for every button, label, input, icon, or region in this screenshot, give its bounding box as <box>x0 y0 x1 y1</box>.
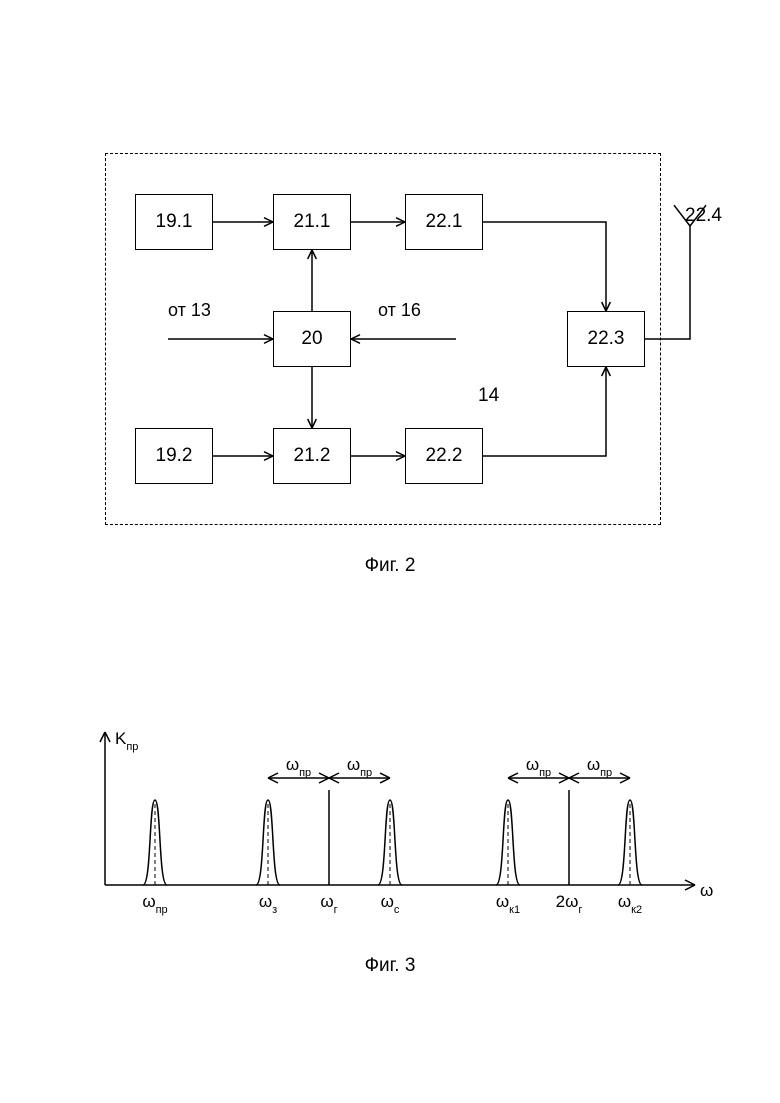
svg-text:ωпр: ωпр <box>286 755 311 779</box>
svg-text:ωз: ωз <box>259 892 277 916</box>
svg-text:2ωг: 2ωг <box>556 892 583 916</box>
svg-text:ωпр: ωпр <box>142 892 167 916</box>
svg-text:Kпр: Kпр <box>115 729 138 753</box>
svg-text:ωс: ωс <box>381 892 400 916</box>
fig2-caption: Фиг. 2 <box>0 555 780 577</box>
svg-text:ω: ω <box>700 881 713 900</box>
fig2-antenna-label: 22.4 <box>685 205 722 227</box>
svg-text:ωк2: ωк2 <box>618 892 642 916</box>
svg-text:ωпр: ωпр <box>526 755 551 779</box>
block-label: 21.1 <box>294 211 331 233</box>
block-20: 20 <box>273 311 351 367</box>
block-22-1: 22.1 <box>405 194 483 250</box>
fig2-region-label: 14 <box>478 385 499 407</box>
block-label: 22.2 <box>426 445 463 467</box>
block-label: 22.1 <box>426 211 463 233</box>
block-22-2: 22.2 <box>405 428 483 484</box>
block-label: 22.3 <box>588 328 625 350</box>
block-label: 19.1 <box>156 211 193 233</box>
block-label: 20 <box>301 328 322 350</box>
block-21-1: 21.1 <box>273 194 351 250</box>
fig3-caption: Фиг. 3 <box>0 955 780 977</box>
block-21-2: 21.2 <box>273 428 351 484</box>
svg-text:ωпр: ωпр <box>347 755 372 779</box>
page-canvas: 19.1 21.1 22.1 20 22.3 19.2 21.2 22.2 от… <box>0 0 780 1103</box>
block-label: 21.2 <box>294 445 331 467</box>
svg-text:ωк1: ωк1 <box>496 892 520 916</box>
block-19-2: 19.2 <box>135 428 213 484</box>
svg-text:ωпр: ωпр <box>587 755 612 779</box>
block-22-3: 22.3 <box>567 311 645 367</box>
svg-text:ωг: ωг <box>320 892 337 916</box>
block-19-1: 19.1 <box>135 194 213 250</box>
block-label: 19.2 <box>156 445 193 467</box>
